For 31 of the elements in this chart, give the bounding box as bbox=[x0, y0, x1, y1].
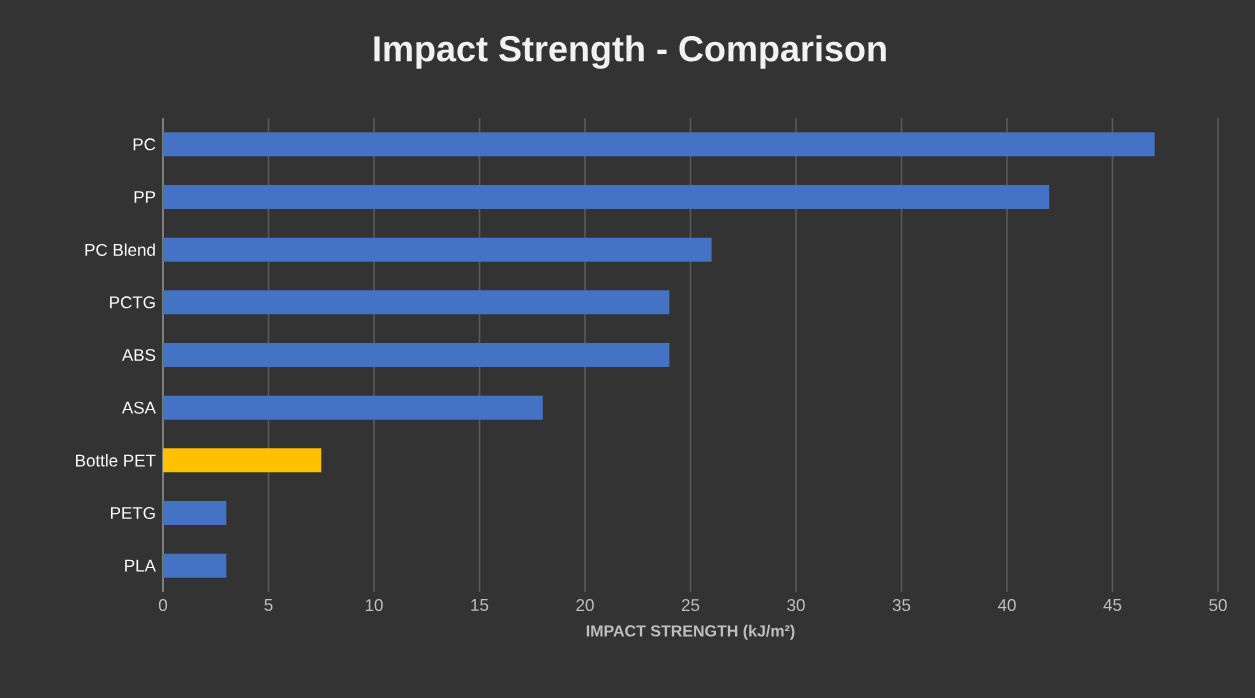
x-tick-label: 20 bbox=[576, 599, 594, 612]
bar bbox=[163, 448, 322, 473]
bar bbox=[163, 290, 670, 315]
x-tick-label: 30 bbox=[787, 599, 805, 612]
x-tick-label: 25 bbox=[681, 599, 700, 612]
bar bbox=[163, 395, 543, 420]
x-axis-title: IMPACT STRENGTH (kJ/m²) bbox=[586, 624, 795, 640]
y-tick-label: PC bbox=[133, 138, 156, 151]
bar bbox=[163, 553, 227, 578]
bar bbox=[163, 185, 1050, 210]
x-tick-label: 45 bbox=[1103, 599, 1122, 611]
x-tick-label: 50 bbox=[1209, 599, 1227, 612]
y-tick-label: PETG bbox=[111, 507, 155, 520]
bar bbox=[163, 343, 670, 368]
bar bbox=[163, 132, 1155, 157]
y-tick-label: PP bbox=[134, 191, 156, 203]
y-tick-label: ASA bbox=[121, 401, 156, 414]
x-tick-label: 5 bbox=[264, 599, 273, 611]
x-tick-label: 35 bbox=[892, 599, 911, 612]
x-tick-label: 40 bbox=[997, 599, 1016, 612]
x-tick-label: 0 bbox=[158, 599, 168, 612]
chart-title: Impact Strength - Comparison bbox=[374, 35, 886, 69]
x-tick-label: 10 bbox=[365, 599, 383, 612]
y-tick-label: PC Blend bbox=[85, 243, 155, 256]
bar bbox=[163, 237, 712, 262]
y-tick-label: ABS bbox=[121, 349, 156, 362]
y-tick-label: PLA bbox=[125, 559, 156, 572]
y-tick-label: PCTG bbox=[110, 296, 155, 309]
bar bbox=[163, 501, 227, 526]
y-tick-label: Bottle PET bbox=[76, 454, 156, 467]
x-tick-label: 15 bbox=[471, 599, 489, 611]
